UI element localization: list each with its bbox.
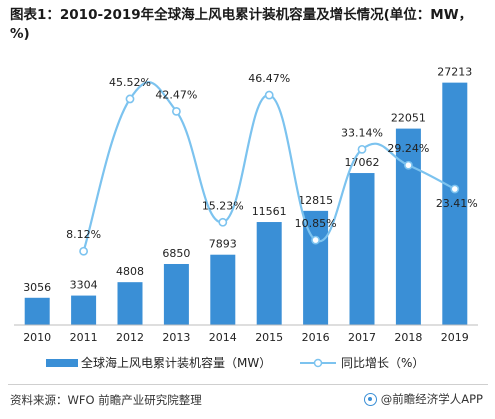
source-note: 资料来源：WFO 前瞻产业研究院整理: [10, 393, 202, 407]
legend-line-label: 同比增长（%）: [341, 356, 424, 370]
bar-2012: [117, 282, 143, 325]
growth-label-2012: 45.52%: [109, 76, 151, 89]
growth-point-2017: [357, 144, 367, 154]
footer-divider: [8, 384, 488, 385]
legend-bar-label: 全球海上风电累计装机容量（MW）: [81, 355, 271, 370]
growth-label-2015: 46.47%: [248, 72, 290, 85]
bar-value-labels: 3056 3304 4808 6850 7893 11561 12815 17062 22051…: [23, 66, 472, 294]
chart: 3056 3304 4808 6850 7893 11561 12815 17062 22051…: [14, 66, 478, 370]
growth-label-2013: 42.47%: [155, 88, 197, 101]
x-tick-2018: 2018: [394, 331, 422, 344]
x-tick-2011: 2011: [70, 331, 98, 344]
bar-label-2014: 7893: [209, 238, 237, 251]
bar-label-2019: 27213: [437, 66, 472, 79]
bar-2018: [395, 128, 421, 325]
bar-label-2013: 6850: [162, 247, 190, 260]
x-tick-2016: 2016: [302, 331, 330, 344]
x-tick-2010: 2010: [23, 331, 51, 344]
legend: 全球海上风电累计装机容量（MW） 同比增长（%）: [46, 355, 424, 370]
brand-label: @前瞻经济学人APP: [380, 392, 483, 406]
chart-title: 图表1：2010-2019年全球海上风电累计装机容量及增长情况(单位：MW，%): [10, 7, 473, 42]
bar-2017: [349, 173, 375, 325]
bar-2011: [71, 295, 97, 325]
growth-label-2019: 23.41%: [436, 197, 478, 210]
brand: @前瞻经济学人APP: [363, 391, 483, 407]
bar-2010: [24, 297, 50, 325]
growth-point-2012: [125, 94, 135, 104]
growth-label-2016: 10.85%: [295, 217, 337, 230]
growth-line: [82, 81, 456, 252]
growth-label-2014: 15.23%: [202, 199, 244, 212]
growth-label-2017: 33.14%: [341, 126, 383, 139]
growth-point-2011: [79, 246, 88, 256]
x-tick-2014: 2014: [209, 331, 237, 344]
bar-label-2016: 12815: [298, 194, 333, 207]
x-tick-2015: 2015: [255, 331, 283, 344]
growth-label-2018: 29.24%: [387, 142, 429, 155]
bar-label-2011: 3304: [70, 279, 98, 292]
growth-point-2018: [403, 160, 413, 170]
bar-label-2017: 17062: [345, 156, 380, 169]
bar-label-2015: 11561: [252, 205, 287, 218]
growth-point-2013: [171, 106, 181, 116]
bar-label-2010: 3056: [23, 281, 51, 294]
bar-2013: [163, 263, 189, 325]
x-tick-2012: 2012: [116, 331, 144, 344]
growth-point-2014: [218, 217, 228, 227]
growth-value-labels: 8.12% 45.52% 42.47% 15.23% 46.47% 10.85% 33.14…: [66, 72, 478, 241]
growth-point-2019: [450, 184, 460, 194]
legend-line-marker: [313, 358, 323, 368]
bar-series: [24, 82, 468, 325]
x-tick-2017: 2017: [348, 331, 376, 344]
growth-point-2016: [311, 235, 320, 245]
x-tick-labels: 2010 2011 2012 2013 2014 2015 2016 2017 2018 2019: [23, 331, 469, 344]
brand-logo-icon: [363, 392, 377, 406]
bar-label-2012: 4808: [116, 265, 144, 278]
bar-2014: [210, 254, 236, 325]
legend-bar-swatch: [46, 359, 78, 367]
x-tick-2019: 2019: [441, 331, 469, 344]
growth-label-2011: 8.12%: [66, 228, 101, 241]
bar-label-2018: 22051: [391, 112, 426, 125]
bar-2015: [256, 222, 282, 325]
growth-point-2015: [264, 90, 274, 100]
bar-2019: [442, 82, 468, 325]
x-tick-2013: 2013: [162, 331, 190, 344]
growth-line-series: [79, 81, 460, 256]
